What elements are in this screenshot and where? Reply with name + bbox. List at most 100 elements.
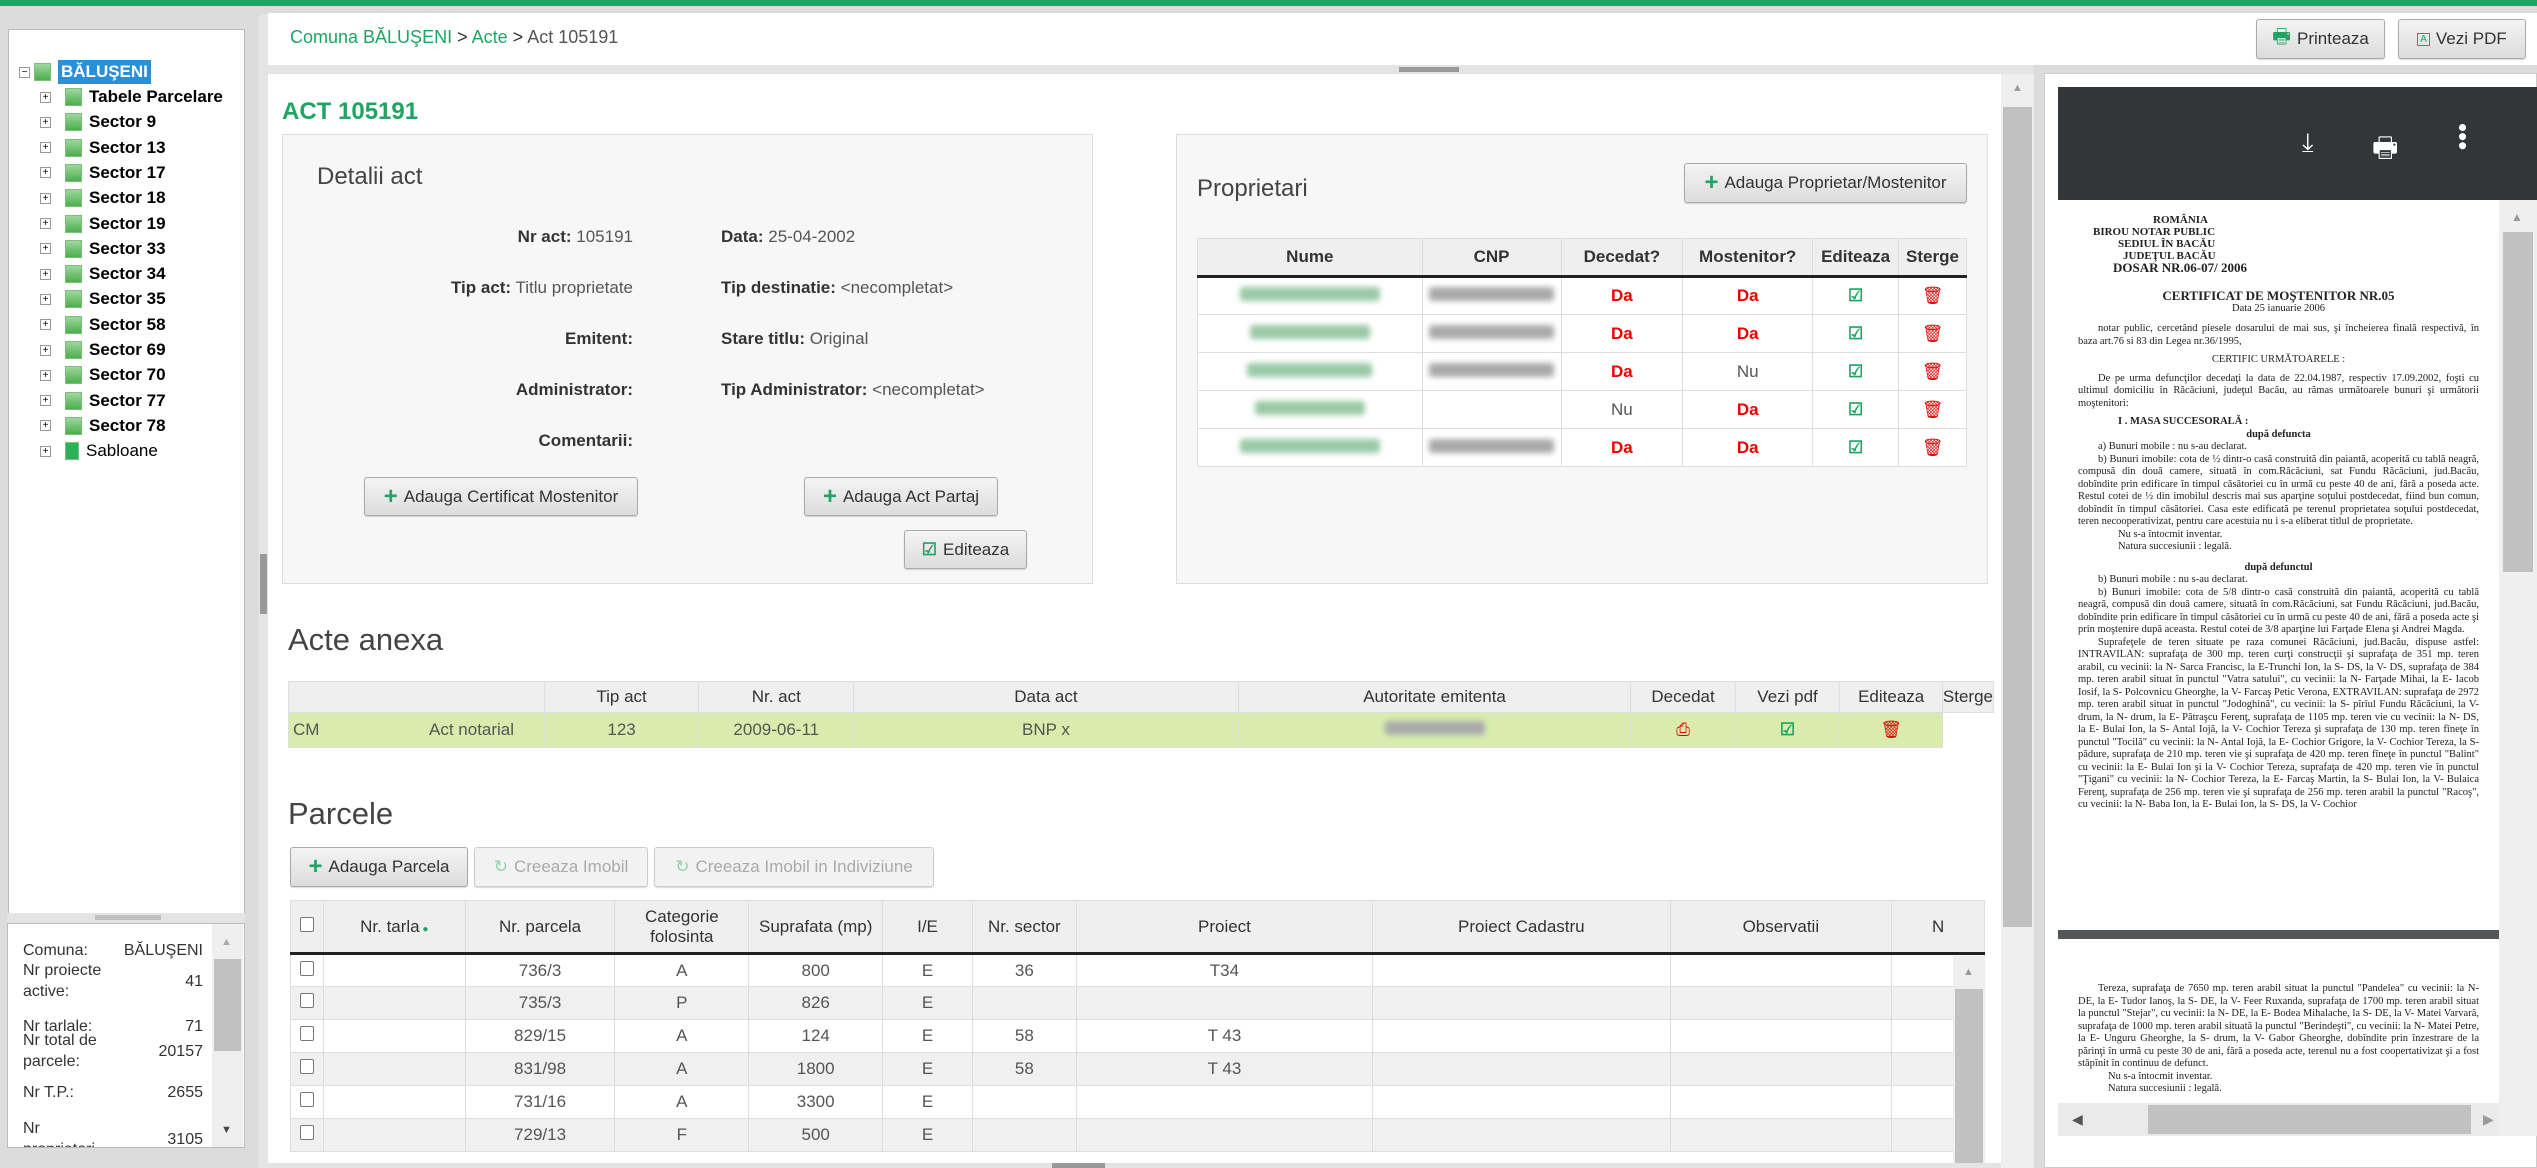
parcel-row[interactable]: 831/98 A 1800 E 58 T 43 bbox=[290, 1052, 1985, 1086]
owner-name[interactable] bbox=[1197, 428, 1423, 467]
column-header[interactable]: Nr. tarla ● bbox=[322, 900, 466, 954]
tree-item[interactable]: + Tabele Parcelare bbox=[40, 85, 223, 109]
column-header[interactable]: Categorie folosinta bbox=[614, 900, 750, 954]
view-pdf-button[interactable]: A Vezi PDF bbox=[2398, 19, 2526, 59]
owner-name[interactable] bbox=[1197, 276, 1423, 315]
parcel-row[interactable]: 735/3 P 826 E bbox=[290, 986, 1985, 1020]
add-owner-button[interactable]: + Adauga Proprietar/Mostenitor bbox=[1684, 163, 1967, 203]
scroll-right-icon[interactable]: ▶ bbox=[2483, 1111, 2494, 1127]
expand-icon[interactable]: + bbox=[40, 445, 51, 457]
edit-act-button[interactable]: ☑ Editeaza bbox=[904, 530, 1027, 569]
print-icon[interactable]: 🖶 bbox=[2372, 132, 2399, 163]
print-button[interactable]: 🖶 Printeaza bbox=[2256, 19, 2385, 59]
breadcrumb-acte[interactable]: Acte bbox=[471, 27, 508, 47]
column-header[interactable]: Data act bbox=[853, 681, 1239, 713]
stats-scrollbar[interactable]: ▲ ▼ bbox=[212, 924, 243, 1147]
add-certificate-button[interactable]: + Adauga Certificat Mostenitor bbox=[364, 477, 638, 516]
parcel-row[interactable]: 829/15 A 124 E 58 T 43 bbox=[290, 1019, 1985, 1053]
tree-item[interactable]: + Sector 69 bbox=[40, 338, 166, 362]
edit-icon[interactable]: ☑ bbox=[1812, 314, 1900, 353]
row-checkbox[interactable] bbox=[290, 953, 324, 987]
owner-name[interactable] bbox=[1197, 314, 1423, 353]
scroll-up-icon[interactable]: ▲ bbox=[1963, 966, 1974, 978]
annex-row[interactable]: CM Act notarial 123 2009-06-11 BNP x ⎙ ☑ 🗑 bbox=[288, 712, 1994, 748]
owner-name[interactable] bbox=[1197, 390, 1423, 429]
trash-icon[interactable]: 🗑 bbox=[1898, 352, 1967, 391]
edit-icon[interactable]: ☑ bbox=[1734, 712, 1841, 748]
tree-item[interactable]: + Sector 58 bbox=[40, 313, 166, 337]
tree-item[interactable]: + Sector 13 bbox=[40, 136, 166, 160]
row-checkbox[interactable] bbox=[290, 1118, 324, 1152]
column-header[interactable]: Nr. parcela bbox=[464, 900, 616, 954]
pdf-vscrollbar[interactable]: ▲ bbox=[2499, 200, 2537, 1136]
pdf-icon[interactable]: ⎙ bbox=[1630, 712, 1736, 748]
column-header[interactable]: Decedat? bbox=[1560, 238, 1684, 277]
collapse-icon[interactable]: − bbox=[19, 66, 30, 78]
owner-name[interactable] bbox=[1197, 352, 1423, 391]
column-header[interactable]: I/E bbox=[882, 900, 973, 954]
row-checkbox[interactable] bbox=[290, 1085, 324, 1119]
column-header[interactable]: Editeaza bbox=[1839, 681, 1943, 713]
column-header[interactable]: Nr. act bbox=[698, 681, 855, 713]
tree-item[interactable]: + Sector 9 bbox=[40, 110, 156, 134]
edit-icon[interactable]: ☑ bbox=[1812, 276, 1900, 315]
horizontal-splitter[interactable] bbox=[268, 65, 2034, 74]
column-header[interactable]: Proiect bbox=[1075, 900, 1374, 954]
download-icon[interactable]: ⤓ bbox=[2302, 127, 2314, 157]
edit-icon[interactable]: ☑ bbox=[1812, 428, 1900, 467]
expand-icon[interactable]: + bbox=[40, 420, 51, 432]
tree-item[interactable]: + Sector 33 bbox=[40, 237, 166, 261]
row-checkbox[interactable] bbox=[290, 986, 324, 1020]
create-undivided-property-button[interactable]: ↻ Creeaza Imobil in Indiviziune bbox=[654, 847, 934, 887]
tree-item[interactable]: + Sector 70 bbox=[40, 363, 166, 387]
column-header[interactable]: Tip act bbox=[543, 681, 700, 713]
expand-icon[interactable]: + bbox=[40, 369, 51, 381]
content-scrollbar[interactable]: ▲ bbox=[2001, 74, 2034, 1168]
add-parcel-button[interactable]: + Adauga Parcela bbox=[290, 847, 468, 887]
tree-item[interactable]: + Sector 35 bbox=[40, 287, 166, 311]
breadcrumb-comuna[interactable]: Comuna BĂLUŞENI bbox=[290, 27, 453, 47]
scroll-up-icon[interactable]: ▲ bbox=[221, 936, 232, 948]
parcel-row[interactable]: 731/16 A 3300 E bbox=[290, 1085, 1985, 1119]
column-header[interactable]: Nr. sector bbox=[971, 900, 1077, 954]
expand-icon[interactable]: + bbox=[40, 319, 51, 331]
expand-icon[interactable]: + bbox=[40, 192, 51, 204]
expand-icon[interactable]: + bbox=[40, 293, 51, 305]
tree-item[interactable]: + Sector 18 bbox=[40, 186, 166, 210]
pdf-hscrollbar[interactable]: ◀ ▶ bbox=[2058, 1103, 2499, 1136]
edit-icon[interactable]: ☑ bbox=[1812, 390, 1900, 429]
vertical-splitter[interactable] bbox=[259, 14, 268, 1168]
trash-icon[interactable]: 🗑 bbox=[1898, 390, 1967, 429]
create-property-button[interactable]: ↻ Creeaza Imobil bbox=[474, 847, 648, 887]
scroll-down-icon[interactable]: ▼ bbox=[221, 1124, 232, 1136]
column-header[interactable] bbox=[288, 681, 545, 713]
tree-item[interactable]: + Sector 34 bbox=[40, 262, 166, 286]
parcels-scrollbar[interactable]: ▲ bbox=[1953, 956, 1985, 1163]
expand-icon[interactable]: + bbox=[40, 116, 51, 128]
row-checkbox[interactable] bbox=[290, 1052, 324, 1086]
column-header[interactable]: Sterge bbox=[1941, 681, 1995, 713]
expand-icon[interactable]: + bbox=[40, 395, 51, 407]
column-header[interactable]: Autoritate emitenta bbox=[1237, 681, 1632, 713]
expand-icon[interactable]: + bbox=[40, 142, 51, 154]
tree-item[interactable]: + Sabloane bbox=[40, 439, 158, 463]
tree-item[interactable]: + Sector 77 bbox=[40, 389, 166, 413]
trash-icon[interactable]: 🗑 bbox=[1898, 428, 1967, 467]
column-header[interactable]: Observatii bbox=[1669, 900, 1893, 954]
expand-icon[interactable]: + bbox=[40, 243, 51, 255]
parcel-row[interactable]: 736/3 A 800 E 36 T34 bbox=[290, 953, 1985, 987]
content-hscroll[interactable] bbox=[268, 1163, 2001, 1168]
tree-item[interactable]: + Sector 17 bbox=[40, 161, 166, 185]
column-header[interactable]: Decedat bbox=[1630, 681, 1736, 713]
tree-root[interactable]: − BĂLUŞENI bbox=[19, 60, 151, 84]
column-header[interactable]: Vezi pdf bbox=[1734, 681, 1841, 713]
column-header[interactable]: Proiect Cadastru bbox=[1372, 900, 1671, 954]
scroll-left-icon[interactable]: ◀ bbox=[2072, 1111, 2083, 1127]
expand-icon[interactable]: + bbox=[40, 167, 51, 179]
parcel-row[interactable]: 729/13 F 500 E bbox=[290, 1118, 1985, 1152]
add-partaj-button[interactable]: + Adauga Act Partaj bbox=[804, 477, 998, 516]
column-header[interactable]: N bbox=[1891, 900, 1985, 954]
column-header[interactable]: Nume bbox=[1197, 238, 1423, 277]
trash-icon[interactable]: 🗑 bbox=[1898, 276, 1967, 315]
sort-icon[interactable]: ● bbox=[419, 923, 429, 935]
